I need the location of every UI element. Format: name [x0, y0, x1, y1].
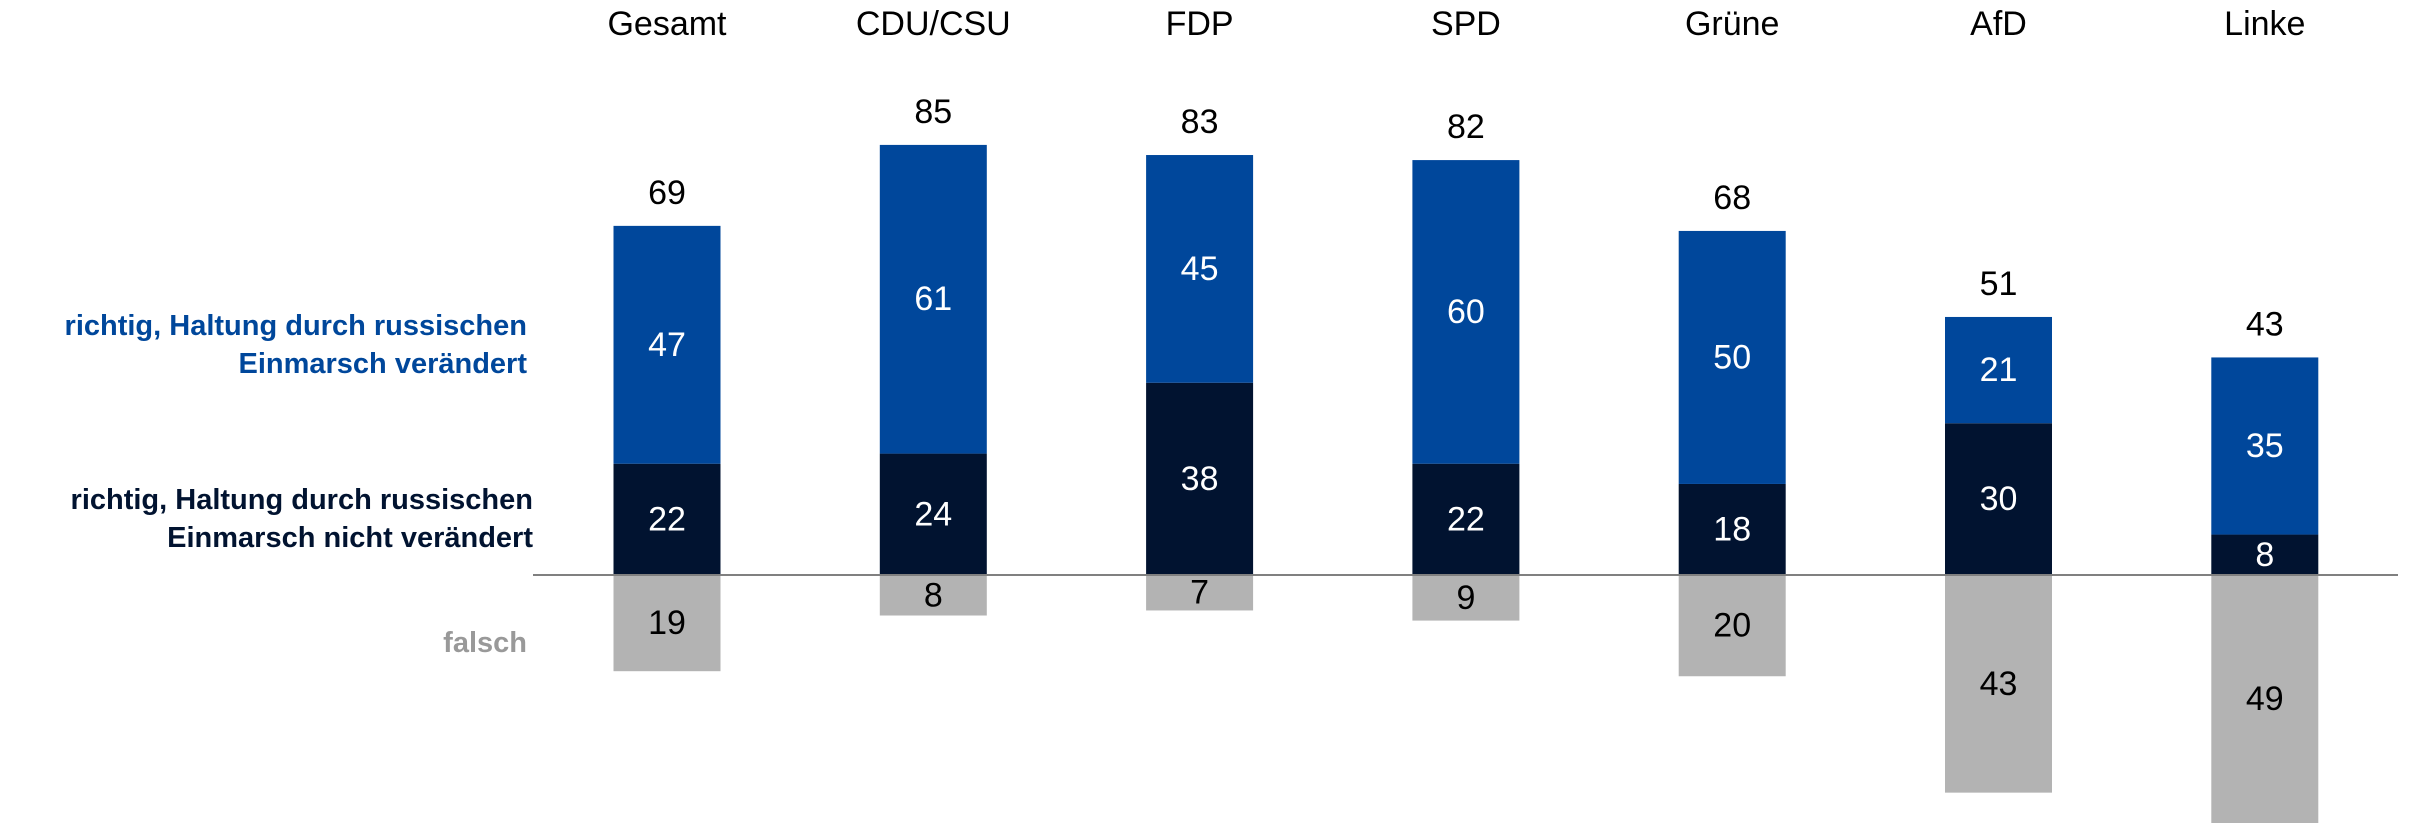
- legend-label: richtig, Haltung durch russischen Einmar…: [70, 484, 533, 555]
- bar-segment: [1146, 575, 1254, 611]
- legend-label: richtig, Haltung durch russischen Einmar…: [64, 309, 527, 380]
- x-tick-label: SPD: [1431, 5, 1501, 43]
- x-tick-label: CDU/CSU: [856, 5, 1011, 43]
- bar-segment: [2211, 357, 2319, 535]
- bar-segment: [879, 144, 987, 454]
- total-label: 85: [914, 93, 952, 131]
- bar-segment: [1678, 230, 1786, 484]
- data-label: 19: [648, 604, 686, 642]
- total-label: 69: [648, 174, 686, 212]
- data-label: 7: [1190, 574, 1209, 612]
- total-label: 82: [1447, 108, 1485, 146]
- bar-segment: [1412, 575, 1520, 621]
- bar-segment: [1412, 160, 1520, 464]
- data-label: 60: [1447, 293, 1485, 331]
- bar-segment: [1146, 155, 1254, 383]
- legend-label: falsch: [443, 627, 527, 660]
- data-label: 50: [1713, 338, 1751, 376]
- total-label: 51: [1980, 265, 2018, 303]
- bar-segment: [879, 575, 987, 616]
- data-label: 47: [648, 326, 686, 364]
- data-label: 9: [1456, 579, 1475, 617]
- data-label: 49: [2246, 680, 2284, 718]
- bar-segment: [613, 463, 721, 576]
- data-label: 8: [924, 576, 943, 614]
- bar-segment: [2211, 575, 2319, 823]
- bar-segment: [1146, 382, 1254, 576]
- data-label: 35: [2246, 427, 2284, 465]
- x-tick-label: FDP: [1166, 5, 1234, 43]
- x-tick-label: Gesamt: [607, 5, 727, 43]
- data-label: 22: [648, 500, 686, 538]
- x-tick-label: Linke: [2224, 5, 2305, 43]
- bar-segment: [613, 575, 721, 672]
- bar-segment: [1945, 316, 2052, 424]
- bar-segment: [879, 453, 987, 576]
- data-label: 20: [1713, 607, 1751, 645]
- data-label: 21: [1980, 351, 2018, 389]
- x-tick-label: AfD: [1970, 5, 2027, 43]
- data-label: 18: [1713, 510, 1751, 548]
- bar-segment: [1678, 575, 1786, 677]
- total-label: 83: [1181, 103, 1219, 141]
- bar-segment: [1412, 463, 1520, 576]
- bar-segment: [2211, 534, 2319, 576]
- data-label: 43: [1980, 665, 2018, 703]
- data-label: 8: [2255, 536, 2274, 574]
- total-label: 68: [1713, 179, 1751, 217]
- bar-segment: [1945, 575, 2052, 793]
- bar-segment: [613, 225, 721, 464]
- bar-segment: [1678, 483, 1786, 576]
- bar-segment: [1945, 423, 2052, 576]
- data-label: 38: [1181, 460, 1219, 498]
- x-tick-label: Grüne: [1685, 5, 1780, 43]
- data-label: 22: [1447, 500, 1485, 538]
- data-label: 45: [1181, 250, 1219, 288]
- total-label: 43: [2246, 305, 2284, 343]
- data-label: 24: [914, 495, 952, 533]
- data-label: 61: [914, 280, 952, 318]
- data-label: 30: [1980, 480, 2018, 518]
